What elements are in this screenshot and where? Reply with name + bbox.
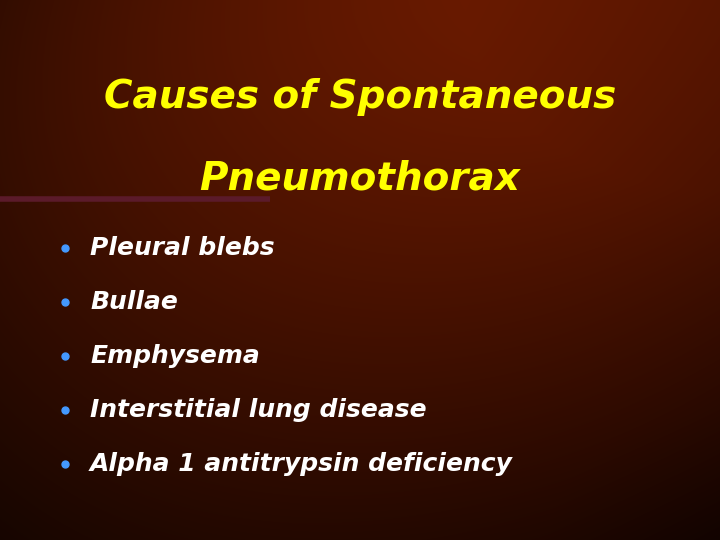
Text: Causes of Spontaneous: Causes of Spontaneous	[104, 78, 616, 116]
Text: Bullae: Bullae	[90, 291, 178, 314]
Text: Emphysema: Emphysema	[90, 345, 260, 368]
Text: Alpha 1 antitrypsin deficiency: Alpha 1 antitrypsin deficiency	[90, 453, 513, 476]
Text: Pleural blebs: Pleural blebs	[90, 237, 274, 260]
Text: Interstitial lung disease: Interstitial lung disease	[90, 399, 427, 422]
Text: Pneumothorax: Pneumothorax	[199, 159, 521, 197]
